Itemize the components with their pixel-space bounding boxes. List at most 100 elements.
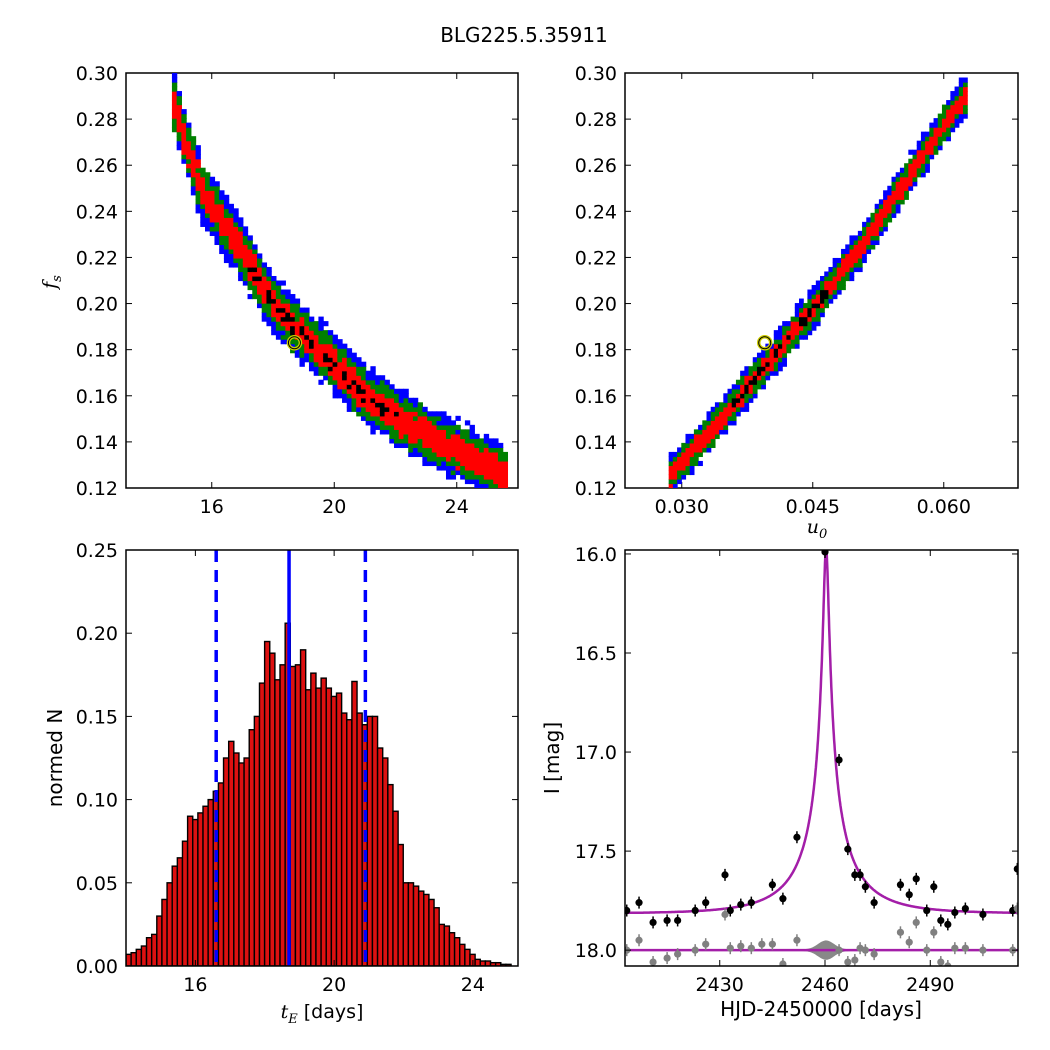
heatmap-cell bbox=[252, 253, 258, 259]
heatmap-cell bbox=[256, 266, 263, 273]
heatmap-cell bbox=[832, 275, 838, 282]
x-axis-label: HJD-2450000 [days] bbox=[720, 997, 922, 1021]
heatmap-cell bbox=[219, 208, 225, 214]
heatmap-cell bbox=[849, 253, 855, 259]
heatmap-cell bbox=[441, 429, 447, 435]
histogram-bar bbox=[233, 752, 240, 966]
heatmap-cell bbox=[878, 199, 884, 205]
heatmap-cell bbox=[290, 325, 296, 331]
heatmap-cell bbox=[794, 312, 800, 318]
heatmap-cell bbox=[403, 433, 409, 439]
heatmap-cell bbox=[668, 474, 674, 480]
heatmap-cell bbox=[412, 429, 419, 435]
heatmap-cell bbox=[685, 460, 691, 467]
heatmap-cell bbox=[836, 262, 842, 268]
heatmap-cell bbox=[677, 469, 682, 476]
heatmap-cell bbox=[375, 406, 381, 412]
heatmap-cell bbox=[318, 370, 324, 376]
heatmap-cell bbox=[954, 109, 960, 115]
heatmap-cell bbox=[469, 469, 475, 476]
heatmap-cell bbox=[313, 325, 320, 331]
x-tick-label: 24 bbox=[461, 974, 485, 996]
heatmap-cell bbox=[941, 109, 947, 115]
heatmap-cell bbox=[356, 397, 362, 403]
heatmap-cell bbox=[748, 384, 754, 390]
heatmap-cell bbox=[773, 357, 779, 363]
heatmap-cell bbox=[242, 239, 249, 246]
heatmap-cell bbox=[460, 474, 466, 480]
heatmap-cell bbox=[828, 289, 834, 295]
heatmap-cell bbox=[436, 420, 442, 426]
heatmap-cell bbox=[356, 388, 362, 394]
heatmap-cell bbox=[832, 257, 838, 264]
heatmap-cell bbox=[403, 406, 409, 412]
heatmap-cell bbox=[379, 411, 386, 417]
heatmap-cell bbox=[761, 352, 766, 358]
heatmap-cell bbox=[908, 176, 914, 182]
heatmap-cell bbox=[351, 384, 357, 390]
heatmap-cell bbox=[769, 370, 775, 376]
heatmap-cell bbox=[464, 438, 471, 444]
heatmap-cell bbox=[731, 384, 737, 390]
heatmap-cell bbox=[790, 339, 796, 345]
heatmap-cell bbox=[786, 339, 792, 345]
heatmap-cell bbox=[436, 451, 442, 458]
heatmap-cell bbox=[502, 483, 509, 488]
heatmap-cell bbox=[299, 357, 305, 363]
heatmap-cell bbox=[384, 402, 390, 408]
heatmap-cell bbox=[342, 388, 348, 394]
heatmap-cell bbox=[261, 289, 268, 295]
heatmap-cell bbox=[398, 442, 405, 449]
heatmap-cell bbox=[242, 226, 249, 232]
heatmap-cell bbox=[832, 266, 838, 273]
heatmap-cell bbox=[360, 375, 367, 381]
heatmap-cell bbox=[937, 113, 943, 119]
heatmap-cell bbox=[398, 415, 405, 421]
heatmap-cell bbox=[464, 420, 471, 426]
heatmap-cell bbox=[327, 339, 334, 345]
heatmap-cell bbox=[186, 127, 192, 133]
figure-title: BLG225.5.35911 bbox=[440, 23, 608, 47]
heatmap-cell bbox=[181, 154, 187, 160]
heatmap-cell bbox=[841, 266, 846, 273]
heatmap-cell bbox=[744, 402, 750, 408]
heatmap-cell bbox=[765, 370, 771, 376]
heatmap-cell bbox=[252, 248, 258, 255]
heatmap-cell bbox=[937, 122, 943, 128]
heatmap-cell bbox=[290, 307, 296, 313]
heatmap-cell bbox=[271, 307, 277, 313]
heatmap-cell bbox=[417, 438, 423, 444]
heatmap-cell bbox=[474, 442, 480, 449]
heatmap-cell bbox=[247, 262, 253, 268]
heatmap-cell bbox=[445, 429, 452, 435]
heatmap-cell bbox=[731, 393, 737, 399]
heatmap-cell bbox=[445, 442, 452, 449]
heatmap-cell bbox=[824, 271, 830, 277]
histogram-bar bbox=[299, 649, 307, 966]
heatmap-cell bbox=[214, 230, 220, 236]
heatmap-cell bbox=[176, 118, 182, 124]
heatmap-cell bbox=[176, 140, 182, 146]
y-tick-label: 0.00 bbox=[76, 956, 118, 978]
histogram-bar bbox=[274, 679, 281, 966]
heatmap-cell bbox=[460, 447, 466, 453]
heatmap-cell bbox=[365, 384, 371, 390]
heatmap-cell bbox=[313, 370, 320, 376]
heatmap-cell bbox=[836, 271, 842, 277]
heatmap-cell bbox=[811, 289, 817, 295]
residual-point bbox=[861, 946, 869, 954]
heatmap-cell bbox=[247, 248, 253, 255]
heatmap-cell bbox=[176, 100, 182, 106]
heatmap-cell bbox=[450, 456, 457, 462]
heatmap-cell bbox=[233, 230, 239, 236]
histogram-bar bbox=[351, 680, 358, 966]
heatmap-cell bbox=[441, 456, 447, 462]
heatmap-cell bbox=[450, 442, 457, 449]
heatmap-cell bbox=[681, 460, 687, 467]
heatmap-cell bbox=[862, 226, 867, 232]
heatmap-cell bbox=[946, 113, 951, 119]
heatmap-cell bbox=[761, 348, 766, 354]
heatmap-cell bbox=[394, 420, 400, 426]
heatmap-cell bbox=[280, 303, 286, 309]
heatmap-cell bbox=[828, 271, 834, 277]
